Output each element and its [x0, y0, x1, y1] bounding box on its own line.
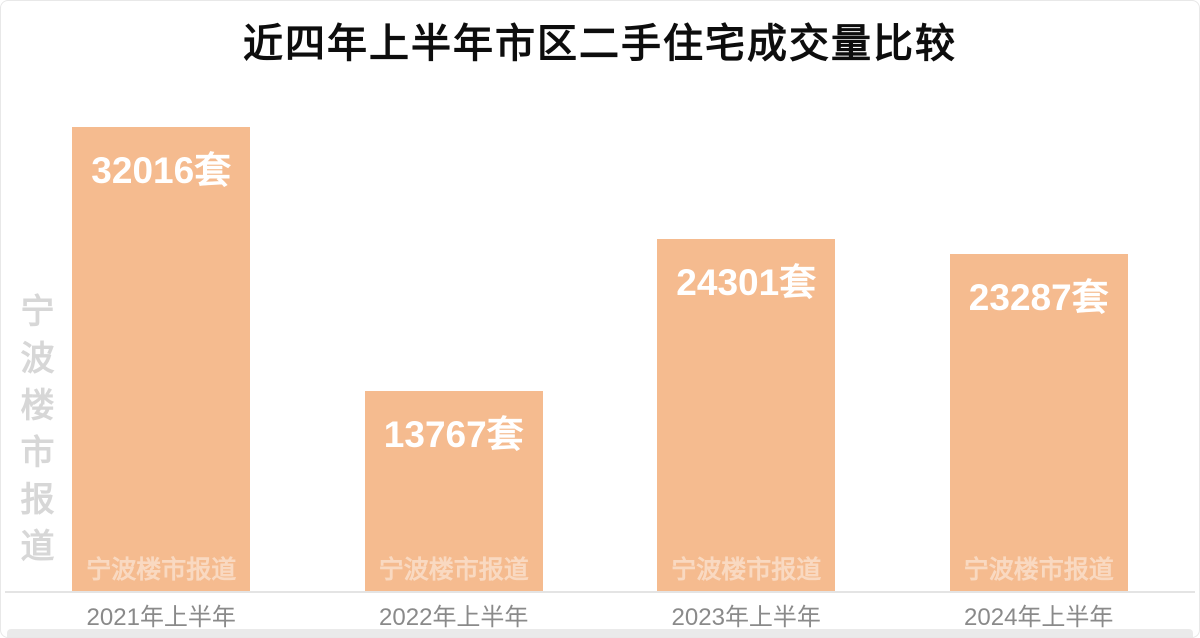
bottom-edge-strip [7, 629, 1193, 637]
x-axis-line [5, 591, 1195, 593]
bar-2021: 32016套 宁波楼市报道 [72, 127, 251, 591]
bar-2024: 23287套 宁波楼市报道 [949, 254, 1128, 591]
bar-watermark: 宁波楼市报道 [378, 556, 529, 584]
bar-value-label-2021: 32016套 [91, 150, 232, 191]
bar-watermark: 宁波楼市报道 [963, 556, 1114, 584]
bar-group-2022: 13767套 宁波楼市报道 [308, 127, 601, 591]
bar-2022: 13767套 宁波楼市报道 [364, 391, 543, 591]
x-tick-2023: 2023年上半年 [671, 604, 821, 631]
x-axis-labels: 2021年上半年 2022年上半年 2023年上半年 2024年上半年 [15, 597, 1185, 632]
x-tick-2021: 2021年上半年 [86, 604, 236, 631]
bar-2023: 24301套 宁波楼市报道 [657, 239, 836, 591]
chart-title: 近四年上半年市区二手住宅成交量比较 [243, 22, 957, 66]
bar-group-2024: 23287套 宁波楼市报道 [893, 127, 1186, 591]
bar-watermark: 宁波楼市报道 [671, 556, 822, 584]
bar-value-label-2024: 23287套 [968, 277, 1109, 318]
plot-area: 32016套 宁波楼市报道 13767套 宁波楼市报道 24301套 宁波楼市报… [15, 127, 1185, 591]
side-watermark: 宁波楼市报道 [15, 293, 53, 575]
x-tick-2024: 2024年上半年 [964, 604, 1114, 631]
x-tick-2022: 2022年上半年 [379, 604, 529, 631]
bar-value-label-2022: 13767套 [383, 414, 524, 455]
bar-group-2023: 24301套 宁波楼市报道 [600, 127, 893, 591]
bar-group-2021: 32016套 宁波楼市报道 [15, 127, 308, 591]
bar-watermark: 宁波楼市报道 [86, 556, 237, 584]
bar-value-label-2023: 24301套 [676, 262, 817, 303]
